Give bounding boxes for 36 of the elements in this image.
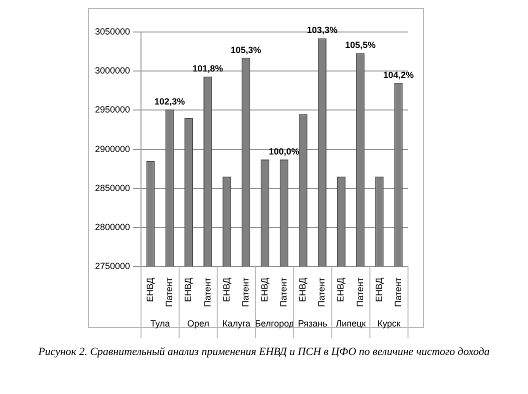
y-tick-label: 2950000 bbox=[94, 104, 130, 115]
x-tick-label: Патент bbox=[240, 278, 250, 308]
x-tick-label: ЕНВД bbox=[336, 278, 346, 302]
annotation: 101,8% bbox=[192, 64, 224, 74]
x-tick-label: ЕНВД bbox=[145, 278, 156, 302]
x-tick-label: Патент bbox=[164, 278, 174, 308]
y-tick-label: 2750000 bbox=[94, 261, 130, 272]
y-tick-label: 3050000 bbox=[94, 26, 130, 36]
annotation: 105,5% bbox=[345, 40, 376, 50]
annotation: 103,3% bbox=[306, 25, 338, 36]
x-tick-label: ЕНВД bbox=[221, 278, 232, 302]
y-tick-label: 2850000 bbox=[94, 182, 130, 193]
text: Рязань bbox=[298, 318, 328, 328]
text: Курск bbox=[377, 318, 401, 328]
x-tick-label: ЕНВД bbox=[374, 278, 384, 302]
annotation: 104,2% bbox=[383, 70, 414, 80]
x-tick-label: ЕНВД bbox=[298, 278, 308, 302]
text: Тула bbox=[150, 318, 170, 328]
text: Орел bbox=[187, 318, 210, 328]
y-tick-label: 2800000 bbox=[94, 222, 130, 232]
x-tick-label: ЕНВД bbox=[259, 278, 270, 302]
annotation: 102,3% bbox=[154, 96, 185, 106]
annotation: 100,0% bbox=[268, 146, 300, 156]
annotation: 105,3% bbox=[230, 44, 262, 55]
text: Рисунок 2. Сравнительный анализ применения ЕНВД и ПСН в ЦФО по величине чистого дохода bbox=[37, 346, 491, 358]
x-tick-label: Патент bbox=[202, 278, 212, 308]
y-tick-label: 2900000 bbox=[94, 144, 130, 154]
text: Липецк bbox=[336, 318, 366, 328]
x-tick-label: Патент bbox=[316, 278, 327, 308]
text: Белгород bbox=[255, 318, 295, 328]
y-tick-label: 3000000 bbox=[94, 66, 130, 76]
text: Калуга bbox=[222, 318, 250, 328]
x-tick-label: Патент bbox=[354, 278, 365, 308]
x-tick-label: Патент bbox=[278, 278, 289, 308]
x-tick-label: ЕНВД bbox=[183, 278, 194, 302]
x-tick-label: Патент bbox=[392, 278, 403, 308]
